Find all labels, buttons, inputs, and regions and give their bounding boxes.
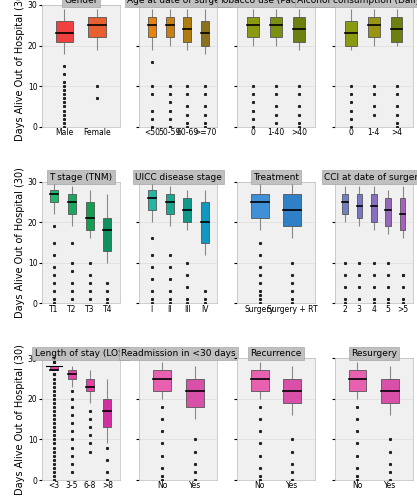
Text: CCI at date of surgery: CCI at date of surgery: [324, 172, 417, 182]
Text: Gender: Gender: [64, 0, 98, 5]
Y-axis label: Days Alive Out of Hospital (30): Days Alive Out of Hospital (30): [15, 0, 25, 142]
Bar: [251, 194, 269, 218]
Text: Resurgery: Resurgery: [351, 349, 397, 358]
Bar: [186, 378, 203, 407]
Text: Age at date of surgery: Age at date of surgery: [128, 0, 229, 5]
Bar: [166, 17, 173, 38]
Bar: [148, 17, 156, 38]
Text: Treatment: Treatment: [253, 172, 299, 182]
Bar: [103, 218, 111, 250]
Bar: [284, 378, 301, 403]
Bar: [251, 370, 269, 390]
Bar: [381, 378, 399, 403]
Bar: [183, 17, 191, 42]
Bar: [284, 194, 301, 226]
Bar: [85, 378, 94, 390]
Text: T stage (TNM): T stage (TNM): [49, 172, 112, 182]
Bar: [400, 198, 405, 230]
Bar: [85, 202, 94, 230]
Bar: [247, 17, 259, 38]
Bar: [368, 17, 379, 38]
Bar: [270, 17, 282, 38]
Bar: [50, 366, 58, 370]
Bar: [293, 17, 305, 42]
Y-axis label: Days Alive Out of Hospital (30): Days Alive Out of Hospital (30): [15, 344, 25, 494]
Text: Readmission in <30 days: Readmission in <30 days: [121, 349, 236, 358]
Bar: [357, 194, 362, 218]
Bar: [166, 194, 173, 214]
Text: Recurrence: Recurrence: [251, 349, 302, 358]
Bar: [148, 190, 156, 210]
Text: Length of stay (LOS): Length of stay (LOS): [35, 349, 127, 358]
Text: *: *: [52, 356, 56, 365]
Text: Tobacco use (Pack-years): Tobacco use (Pack-years): [219, 0, 333, 5]
Bar: [103, 399, 111, 427]
Bar: [68, 370, 76, 378]
Bar: [371, 194, 377, 222]
Text: Alcohol consumption (Daily units): Alcohol consumption (Daily units): [297, 0, 417, 5]
Bar: [50, 190, 58, 202]
Bar: [68, 194, 76, 214]
Bar: [55, 21, 73, 42]
Y-axis label: Days Alive Out of Hospital (30): Days Alive Out of Hospital (30): [15, 167, 25, 318]
Bar: [183, 198, 191, 222]
Text: UICC disease stage: UICC disease stage: [135, 172, 222, 182]
Bar: [391, 17, 402, 42]
Bar: [88, 17, 106, 38]
Bar: [153, 370, 171, 390]
Bar: [349, 370, 367, 390]
Bar: [345, 21, 357, 46]
Bar: [342, 194, 348, 214]
Bar: [201, 21, 209, 46]
Bar: [385, 198, 391, 226]
Bar: [201, 202, 209, 242]
